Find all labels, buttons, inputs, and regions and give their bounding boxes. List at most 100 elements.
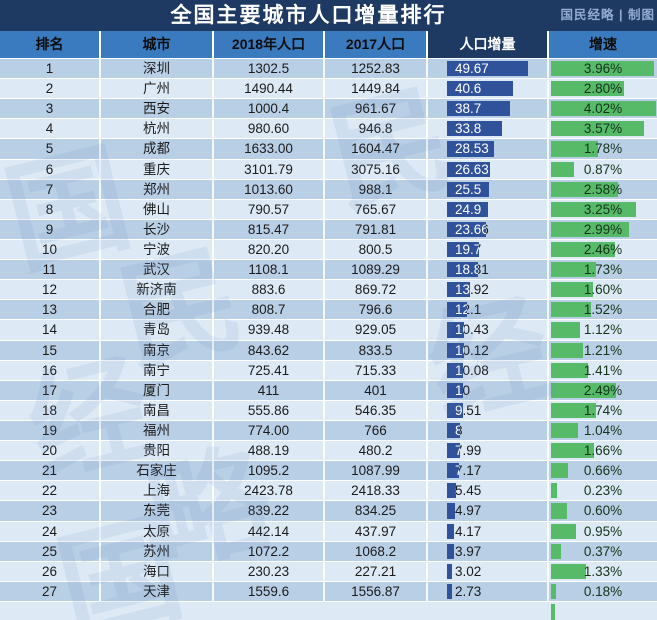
rank-cell: 22 bbox=[0, 481, 101, 501]
increment-value-on-bar: 25.5 bbox=[455, 181, 482, 197]
column-header-rank: 排名 bbox=[0, 31, 101, 58]
increment-bar: 40.6 bbox=[447, 81, 514, 97]
rate-bar bbox=[551, 141, 598, 157]
rate-cell: 1.74% bbox=[549, 401, 657, 420]
pop2017-cell: 1449.84 bbox=[325, 79, 428, 99]
pop2018-cell: 442.14 bbox=[214, 521, 325, 541]
rank-cell: 23 bbox=[0, 501, 101, 521]
increment-value-on-bar: 7.17 bbox=[455, 463, 459, 478]
pop2017-cell: 961.67 bbox=[325, 99, 428, 119]
rate-bar bbox=[551, 443, 595, 459]
pop2018-cell: 3101.79 bbox=[214, 159, 325, 179]
pop2017-cell: 2418.33 bbox=[325, 481, 428, 501]
rate-cell: 1.33% bbox=[549, 562, 657, 581]
increment-cell: 4.174.17 bbox=[428, 521, 549, 541]
city-cell: 成都 bbox=[101, 139, 214, 159]
rate-bar bbox=[551, 483, 557, 499]
pop2018-cell: 1302.5 bbox=[214, 59, 325, 79]
pop2017-cell: 546.35 bbox=[325, 400, 428, 420]
rate-cell: 4.02% bbox=[549, 99, 657, 118]
rate-bar bbox=[551, 563, 586, 579]
rank-cell: 21 bbox=[0, 461, 101, 481]
pop2018-cell: 815.47 bbox=[214, 219, 325, 239]
increment-bar: 25.5 bbox=[447, 181, 489, 197]
increment-cell: 3.973.97 bbox=[428, 541, 549, 561]
pop2017-cell: 765.67 bbox=[325, 199, 428, 219]
increment-bar: 28.53 bbox=[447, 141, 494, 157]
rank-cell: 5 bbox=[0, 139, 101, 159]
partial-next-row bbox=[0, 601, 657, 620]
pop2017-cell: 766 bbox=[325, 420, 428, 441]
city-cell: 苏州 bbox=[101, 541, 214, 561]
city-cell: 武汉 bbox=[101, 260, 214, 280]
increment-value: 5.45 bbox=[455, 483, 482, 499]
increment-cell: 40.640.6 bbox=[428, 79, 549, 99]
pop2018-cell: 1490.44 bbox=[214, 79, 325, 99]
rate-value: 1.52% bbox=[583, 302, 623, 318]
rank-cell: 11 bbox=[0, 260, 101, 280]
rate-cell: 3.57% bbox=[549, 119, 657, 138]
rate-value: 2.46% bbox=[583, 241, 623, 257]
city-cell: 青岛 bbox=[101, 320, 214, 340]
increment-cell: 49.6749.67 bbox=[428, 59, 549, 79]
city-cell: 南京 bbox=[101, 340, 214, 360]
increment-value-on-bar: 10.43 bbox=[455, 322, 464, 338]
pop2017-cell: 869.72 bbox=[325, 280, 428, 300]
increment-value: 7.99 bbox=[455, 443, 482, 459]
increment-value-on-bar: 24.9 bbox=[455, 201, 482, 217]
pop2018-cell: 883.6 bbox=[214, 280, 325, 300]
pop2018-cell: 839.22 bbox=[214, 501, 325, 521]
column-header-pop2017: 2017人口 bbox=[325, 31, 428, 58]
increment-bar: 23.66 bbox=[447, 221, 486, 237]
rank-cell: 25 bbox=[0, 541, 101, 561]
rate-bar bbox=[551, 342, 583, 358]
increment-bar: 9.51 bbox=[447, 402, 463, 418]
increment-bar: 8 bbox=[447, 422, 460, 439]
rate-value: 0.18% bbox=[583, 583, 623, 599]
increment-value: 3.02 bbox=[455, 563, 482, 579]
rank-cell: 2 bbox=[0, 79, 101, 99]
rank-cell: 27 bbox=[0, 581, 101, 601]
increment-bar: 3.97 bbox=[447, 543, 454, 559]
increment-bar: 5.45 bbox=[447, 483, 456, 499]
increment-cell: 88 bbox=[428, 420, 549, 441]
increment-cell: 18.8118.81 bbox=[428, 260, 549, 280]
city-cell: 天津 bbox=[101, 581, 214, 601]
rate-value: 2.99% bbox=[583, 221, 623, 237]
pop2018-cell: 843.62 bbox=[214, 340, 325, 360]
pop2018-cell: 555.86 bbox=[214, 400, 325, 420]
increment-bar: 2.73 bbox=[447, 583, 452, 599]
rate-value: 0.23% bbox=[583, 483, 623, 499]
pop2018-cell: 1559.6 bbox=[214, 581, 325, 601]
rate-cell: 1.12% bbox=[549, 320, 657, 339]
pop2018-cell: 488.19 bbox=[214, 441, 325, 461]
city-cell: 佛山 bbox=[101, 199, 214, 219]
pop2018-cell: 1000.4 bbox=[214, 99, 325, 119]
pop2018-cell: 230.23 bbox=[214, 561, 325, 581]
rate-bar bbox=[551, 61, 655, 77]
city-cell: 深圳 bbox=[101, 59, 214, 79]
city-cell: 海口 bbox=[101, 561, 214, 581]
increment-value: 7.17 bbox=[455, 463, 482, 479]
rate-value: 2.58% bbox=[583, 181, 623, 197]
pop2017-cell: 1087.99 bbox=[325, 461, 428, 481]
rank-cell: 1 bbox=[0, 59, 101, 79]
pop2017-cell: 227.21 bbox=[325, 561, 428, 581]
rate-value: 1.74% bbox=[583, 402, 623, 418]
increment-value: 4.17 bbox=[455, 523, 482, 539]
rate-value: 2.49% bbox=[583, 382, 623, 398]
increment-cell: 26.6326.63 bbox=[428, 159, 549, 179]
increment-cell: 3.023.02 bbox=[428, 561, 549, 581]
pop2018-cell: 1633.00 bbox=[214, 139, 325, 159]
